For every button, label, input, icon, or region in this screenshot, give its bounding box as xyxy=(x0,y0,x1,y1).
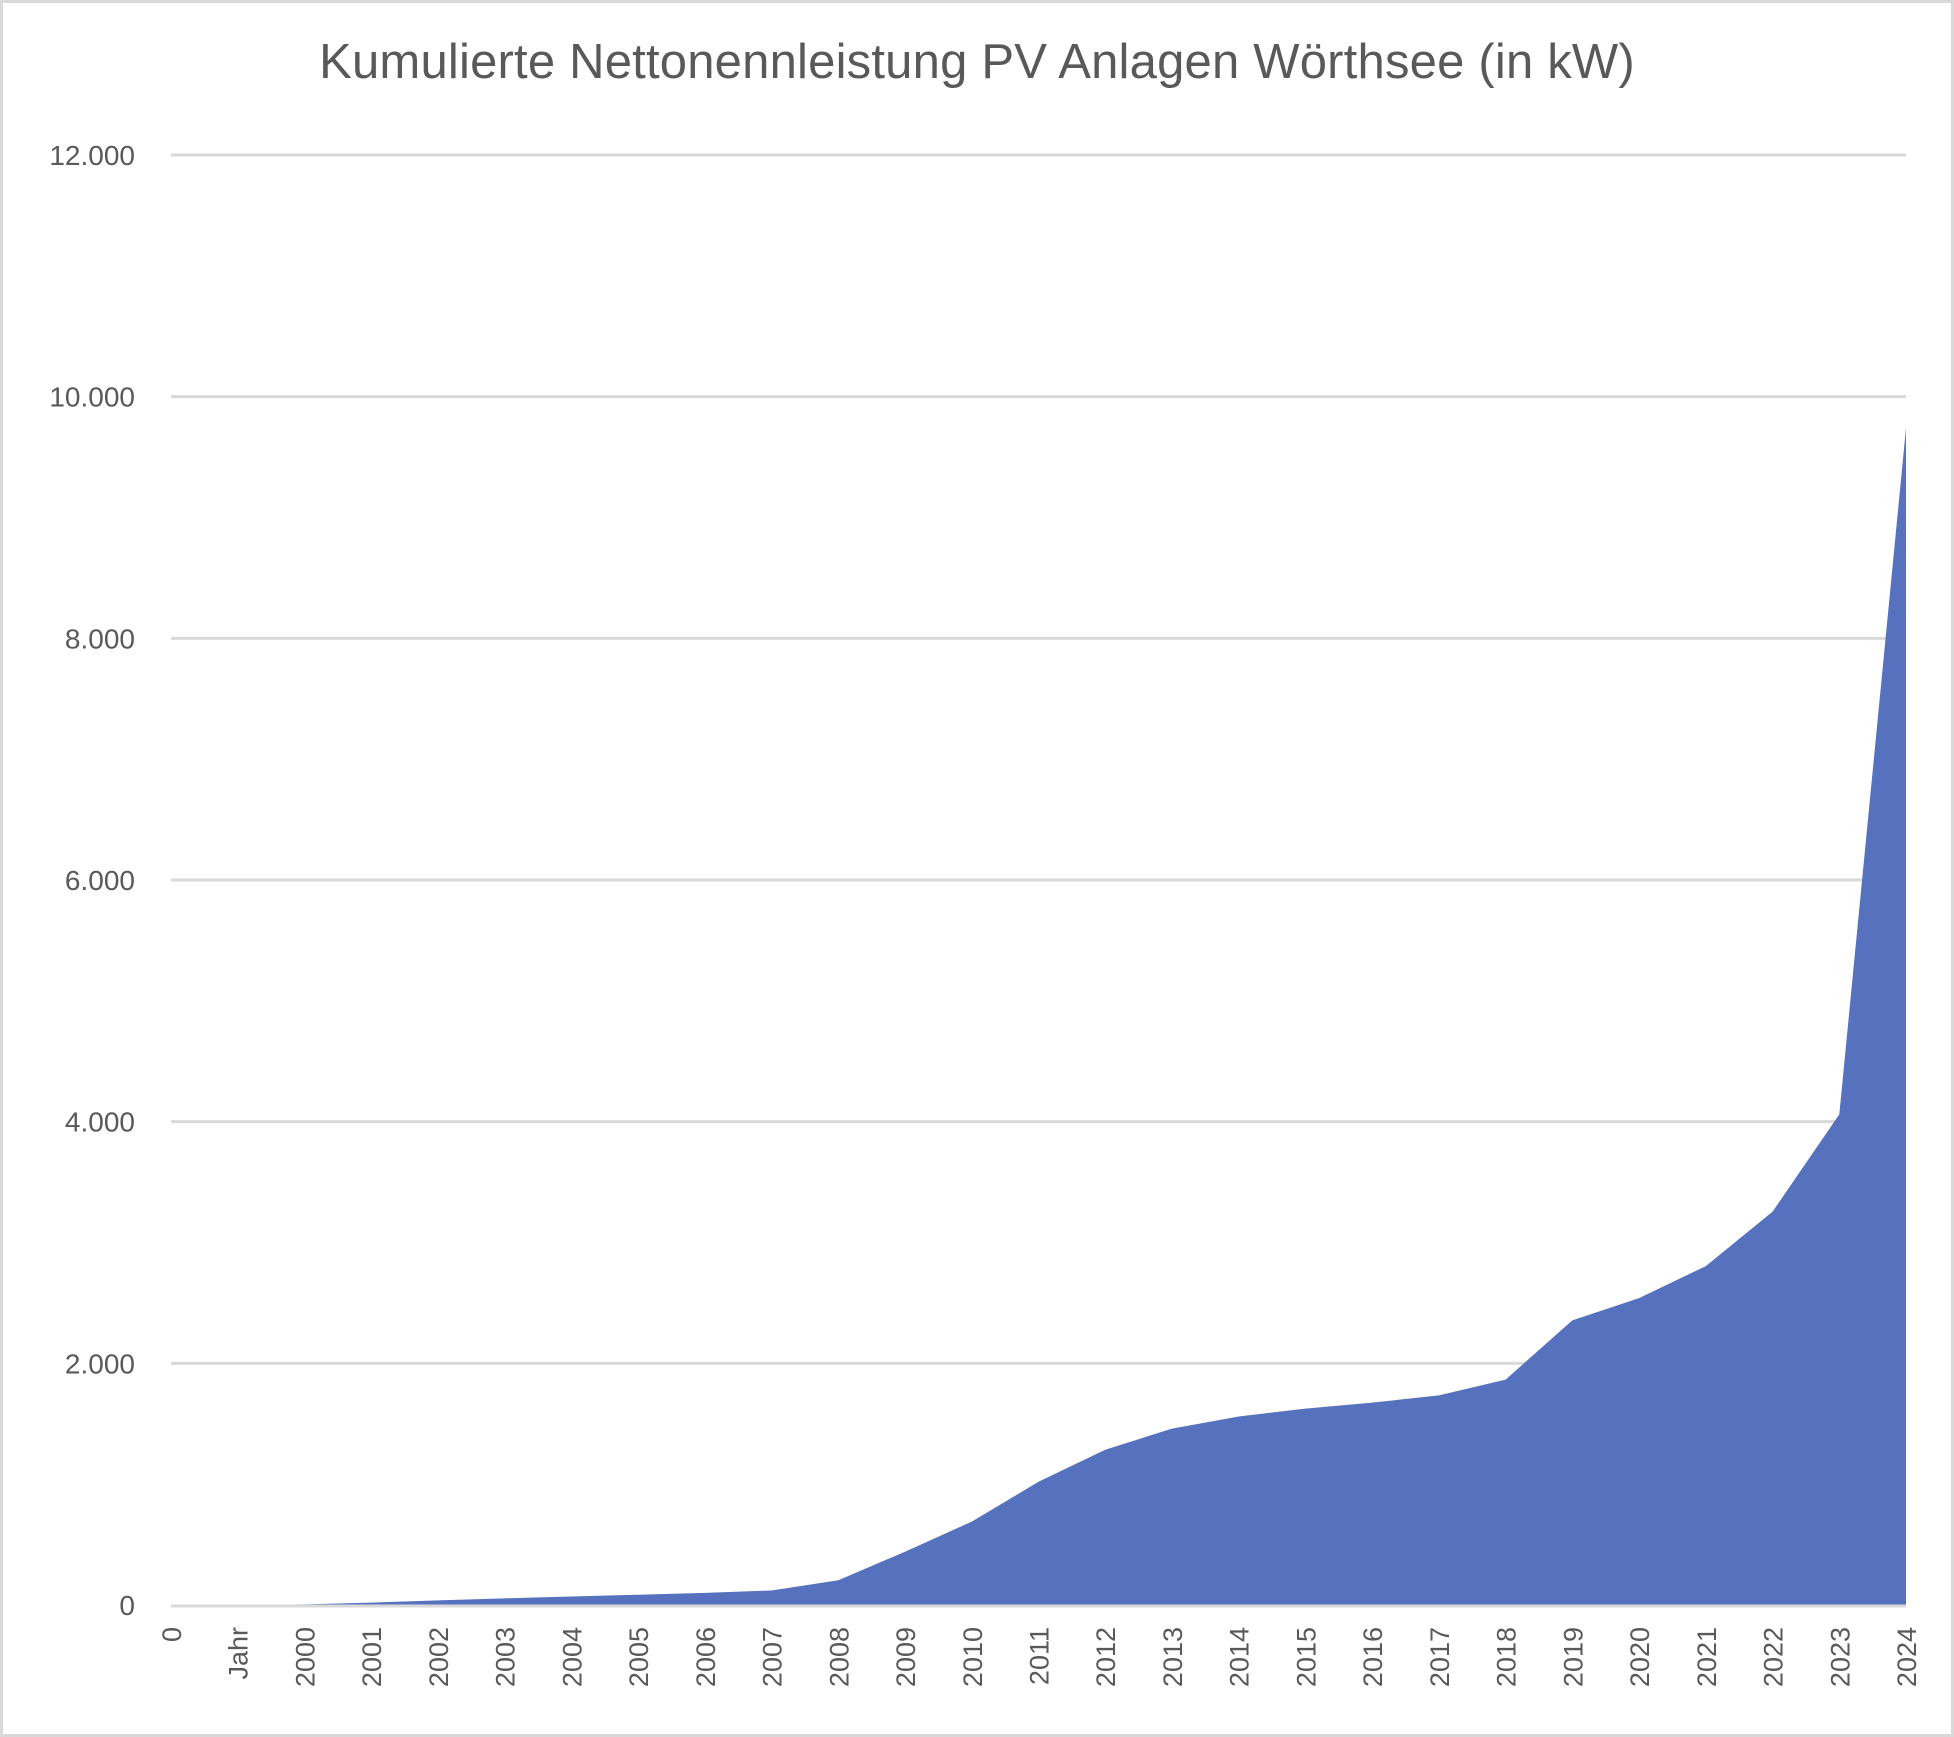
x-axis-tick-labels: 0 Jahr 2000 2001 2002 2003 2004 2005 2006 2007 200… xyxy=(157,1627,1922,1687)
x-tick-label: 2009 xyxy=(891,1627,921,1687)
x-tick-label: 2023 xyxy=(1825,1627,1855,1687)
area-series xyxy=(171,428,1906,1606)
x-tick-label: 2014 xyxy=(1225,1627,1255,1687)
y-tick-label: 10.000 xyxy=(49,382,135,413)
x-tick-label: 2001 xyxy=(357,1627,387,1687)
x-tick-label: 2021 xyxy=(1692,1627,1722,1687)
x-tick-label: 2018 xyxy=(1492,1627,1522,1687)
y-tick-label: 8.000 xyxy=(65,623,135,654)
x-tick-label: 2013 xyxy=(1158,1627,1188,1687)
x-tick-label: 2008 xyxy=(824,1627,854,1687)
x-tick-label: 2012 xyxy=(1091,1627,1121,1687)
gridlines xyxy=(171,153,1906,1365)
x-tick-label: 0 xyxy=(157,1627,187,1642)
x-tick-label: 2006 xyxy=(691,1627,721,1687)
y-tick-label: 2.000 xyxy=(65,1348,135,1379)
y-tick-label: 6.000 xyxy=(65,865,135,896)
x-tick-label: 2020 xyxy=(1625,1627,1655,1687)
x-tick-label: 2011 xyxy=(1025,1627,1055,1685)
x-tick-label: 2022 xyxy=(1759,1627,1789,1687)
x-tick-label: 2019 xyxy=(1558,1627,1588,1687)
x-tick-label: 2017 xyxy=(1425,1627,1455,1687)
x-tick-label: 2002 xyxy=(424,1627,454,1687)
x-tick-label: Jahr xyxy=(224,1627,254,1680)
x-tick-label: 2000 xyxy=(290,1627,320,1687)
x-tick-label: 2004 xyxy=(557,1627,587,1687)
y-tick-label: 0 xyxy=(119,1590,135,1621)
y-tick-label: 12.000 xyxy=(49,140,135,171)
y-axis-tick-labels: 0 2.000 4.000 6.000 8.000 10.000 12.000 xyxy=(49,140,135,1621)
chart-title: Kumulierte Nettonennleistung PV Anlagen … xyxy=(319,35,1635,89)
x-tick-label: 2016 xyxy=(1358,1627,1388,1687)
x-tick-label: 2024 xyxy=(1892,1627,1922,1687)
x-tick-label: 2005 xyxy=(624,1627,654,1687)
x-tick-label: 2007 xyxy=(758,1627,788,1687)
y-tick-label: 4.000 xyxy=(65,1107,135,1138)
x-tick-label: 2003 xyxy=(491,1627,521,1687)
x-tick-label: 2010 xyxy=(958,1627,988,1687)
x-tick-label: 2015 xyxy=(1291,1627,1321,1687)
